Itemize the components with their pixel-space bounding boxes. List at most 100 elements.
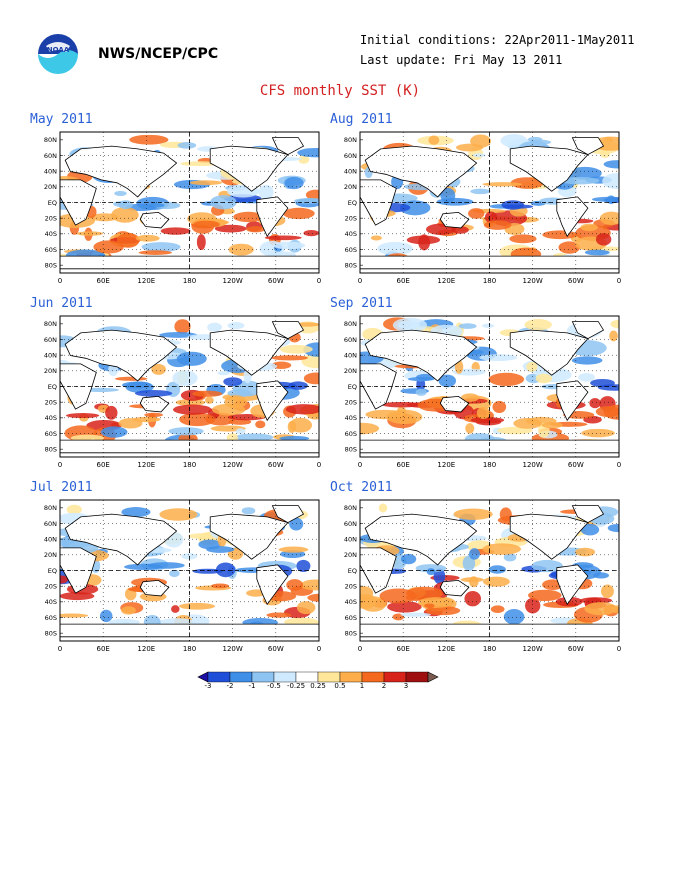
colorbar-tick-label: 0.5 — [334, 682, 345, 690]
lon-tick-label: 60E — [96, 277, 109, 285]
land-mass — [60, 179, 97, 226]
lon-tick-label: 60W — [268, 645, 284, 653]
lat-tick-label: 40S — [45, 598, 57, 606]
colorbar: -3 -2 -1 -0.5 -0.25 0.25 0.5 1 2 3 — [197, 671, 439, 690]
lon-tick-label: 0 — [58, 277, 62, 285]
lon-tick-label: 120E — [437, 461, 455, 469]
lat-tick-label: 40N — [344, 167, 357, 175]
land-mass — [209, 145, 289, 192]
lat-tick-label: EQ — [48, 567, 57, 575]
lat-tick-label: 80N — [344, 504, 357, 512]
lon-tick-label: 120W — [223, 277, 243, 285]
sst-anomaly-field — [60, 132, 319, 273]
lat-tick-label: 80S — [345, 629, 357, 637]
lat-tick-label: 40S — [45, 230, 57, 238]
lon-tick-label: 180 — [483, 277, 496, 285]
panel-title: May 2011 — [30, 112, 93, 127]
land-mass — [556, 564, 589, 606]
lon-tick-label: 120E — [437, 645, 455, 653]
lat-tick-label: 80S — [345, 445, 357, 453]
lat-tick-label: EQ — [48, 383, 57, 391]
lon-tick-label: 0 — [358, 461, 362, 469]
land-mass — [571, 321, 605, 340]
lon-tick-label: 0 — [617, 277, 621, 285]
colorbar-tick-label: -0.5 — [267, 682, 281, 690]
sst-anomaly-field — [60, 316, 319, 457]
lat-tick-label: 60S — [345, 246, 357, 254]
land-mass — [439, 211, 470, 229]
land-mass — [571, 505, 605, 524]
noaa-logo-icon: NOAA — [37, 33, 79, 75]
lon-tick-label: 120W — [523, 461, 543, 469]
lon-tick-label: 180 — [483, 645, 496, 653]
panel-title: Jul 2011 — [30, 480, 93, 495]
lon-tick-label: 0 — [317, 461, 321, 469]
land-mass — [60, 363, 97, 410]
land-mass — [556, 196, 589, 238]
land-mass — [509, 145, 589, 192]
colorbar-segment — [405, 671, 429, 683]
land-mass — [271, 505, 305, 524]
land-mass — [360, 179, 397, 226]
lon-tick-label: 0 — [358, 645, 362, 653]
colorbar-tick-label: -3 — [205, 682, 212, 690]
lon-tick-label: 0 — [58, 645, 62, 653]
land-mass — [556, 380, 589, 422]
panel-title: Jun 2011 — [30, 296, 93, 311]
land-mass — [364, 145, 478, 198]
lat-tick-label: 40N — [344, 535, 357, 543]
lat-tick-label: 60S — [45, 246, 57, 254]
colorbar-segment — [317, 671, 341, 683]
colorbar-tick-label: -1 — [249, 682, 256, 690]
colorbar-tick-label: 2 — [382, 682, 386, 690]
land-mass — [64, 513, 178, 566]
colorbar-segment — [361, 671, 385, 683]
map-panel: Aug 2011 80N 60N 40N 20N EQ 20S 40S 60S 80S 0 60E 1… — [330, 112, 630, 287]
lat-tick-label: 20N — [344, 551, 357, 559]
lat-tick-label: 60N — [44, 520, 57, 528]
lat-tick-label: 40N — [344, 351, 357, 359]
lon-tick-label: 180 — [183, 277, 196, 285]
lon-tick-label: 120E — [137, 461, 155, 469]
colorbar-tick-label: 0.25 — [310, 682, 326, 690]
land-mass — [139, 395, 170, 413]
lat-tick-label: 80N — [44, 320, 57, 328]
colorbar-segment — [295, 671, 319, 683]
land-mass — [364, 513, 478, 566]
lon-tick-label: 120E — [137, 645, 155, 653]
lat-tick-label: 40N — [44, 351, 57, 359]
sst-anomaly-field — [360, 132, 619, 273]
lon-tick-label: 120W — [223, 645, 243, 653]
lat-tick-label: 20N — [44, 551, 57, 559]
land-mass — [509, 513, 589, 560]
land-mass — [360, 547, 397, 594]
land-mass — [439, 395, 470, 413]
lat-tick-label: 40S — [345, 598, 357, 606]
lon-tick-label: 60E — [396, 277, 409, 285]
lat-tick-label: 60N — [344, 520, 357, 528]
lat-tick-label: 20S — [345, 398, 357, 406]
panel-title: Sep 2011 — [330, 296, 393, 311]
colorbar-segment — [383, 671, 407, 683]
panel-title: Aug 2011 — [330, 112, 393, 127]
lat-tick-label: 80S — [345, 261, 357, 269]
lat-tick-label: 80S — [45, 445, 57, 453]
map-panel: May 2011 80N 60N 40N 20N EQ 20S 40S 60S 80S 0 60E 1… — [30, 112, 330, 287]
lat-tick-label: 20N — [344, 183, 357, 191]
lat-tick-label: 80N — [344, 320, 357, 328]
land-mass — [139, 579, 170, 597]
lat-tick-label: 60N — [44, 336, 57, 344]
colorbar-segment — [229, 671, 253, 683]
colorbar-tick-label: 3 — [404, 682, 408, 690]
lat-tick-label: 40S — [45, 414, 57, 422]
lat-tick-label: 40N — [44, 535, 57, 543]
lon-tick-label: 180 — [183, 461, 196, 469]
lat-tick-label: 80N — [44, 504, 57, 512]
lon-tick-label: 0 — [317, 277, 321, 285]
last-update: Last update: Fri May 13 2011 — [360, 53, 563, 67]
lon-tick-label: 0 — [617, 645, 621, 653]
lat-tick-label: 20S — [345, 582, 357, 590]
